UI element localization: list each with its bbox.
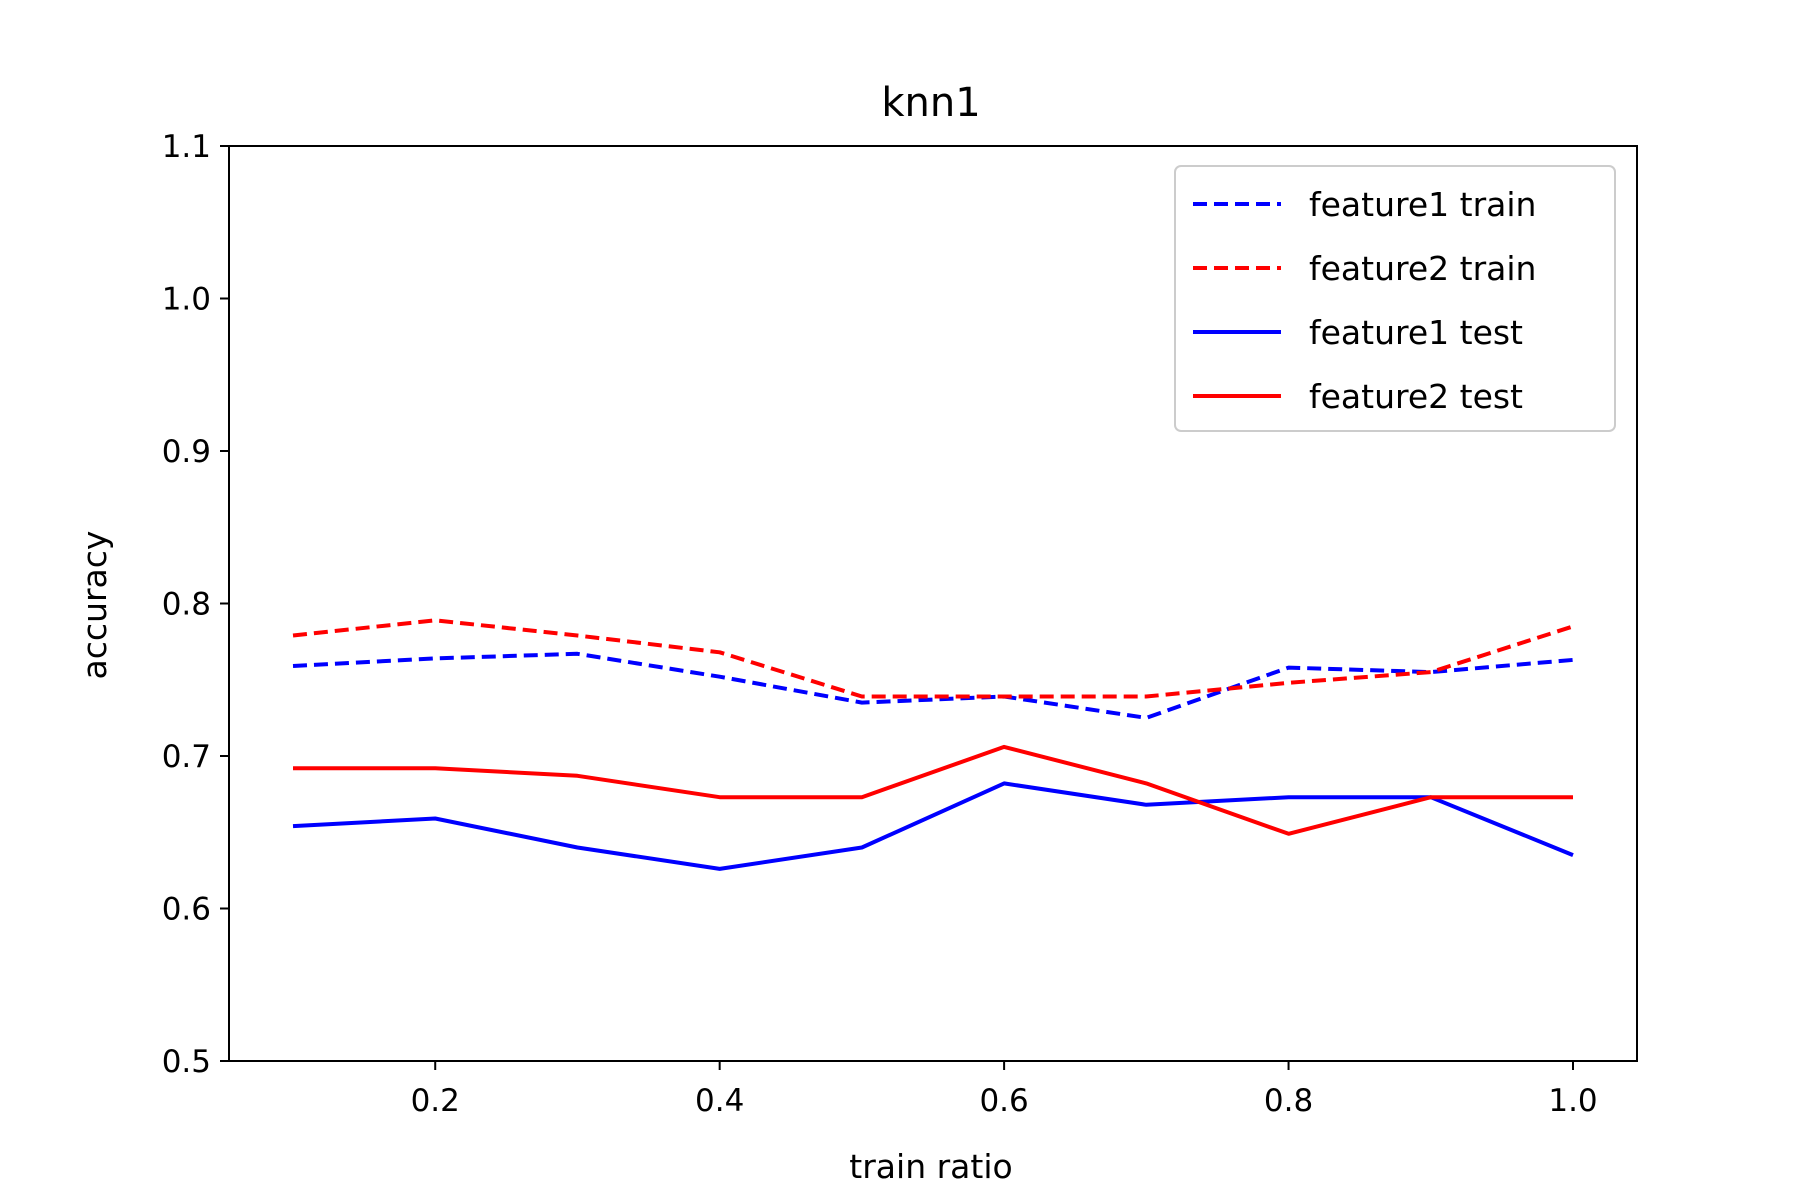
- series-line-feature1-train: [292, 651, 1574, 720]
- legend-label: feature2 train: [1309, 249, 1536, 288]
- y-tick-label: 1.1: [162, 129, 211, 165]
- series-line-feature2-train: [292, 618, 1574, 699]
- legend-label: feature1 train: [1309, 185, 1536, 224]
- x-tick-label: 0.4: [695, 1083, 744, 1119]
- legend-label: feature1 test: [1309, 313, 1523, 352]
- y-tick-label: 1.0: [162, 282, 211, 318]
- y-tick-label: 0.8: [162, 587, 211, 623]
- y-tick-label: 0.9: [162, 434, 211, 470]
- series-line-feature2-test: [293, 744, 1573, 836]
- x-tick-label: 0.6: [979, 1083, 1028, 1119]
- x-tick-label: 0.8: [1264, 1083, 1313, 1119]
- x-tick-label: 0.2: [411, 1083, 460, 1119]
- legend: feature1 train feature2 train feature1 tes…: [1174, 165, 1616, 432]
- legend-box: [1174, 165, 1616, 432]
- x-axis-label: train ratio: [849, 1147, 1012, 1186]
- legend-label: feature2 test: [1309, 377, 1523, 416]
- chart-title: knn1: [881, 80, 980, 126]
- plot-area: 0.2 0.4 0.6 0.8 1.0 0.5 0.6 0.7 0.8 0.9 1.0 1.1: [162, 129, 1638, 1119]
- y-tick-label: 0.5: [162, 1044, 211, 1080]
- y-axis-label: accuracy: [75, 531, 114, 680]
- series-line-feature1-test: [292, 781, 1574, 871]
- x-tick-label: 1.0: [1548, 1083, 1597, 1119]
- y-tick-label: 0.6: [162, 892, 211, 928]
- y-tick-label: 0.7: [162, 739, 211, 775]
